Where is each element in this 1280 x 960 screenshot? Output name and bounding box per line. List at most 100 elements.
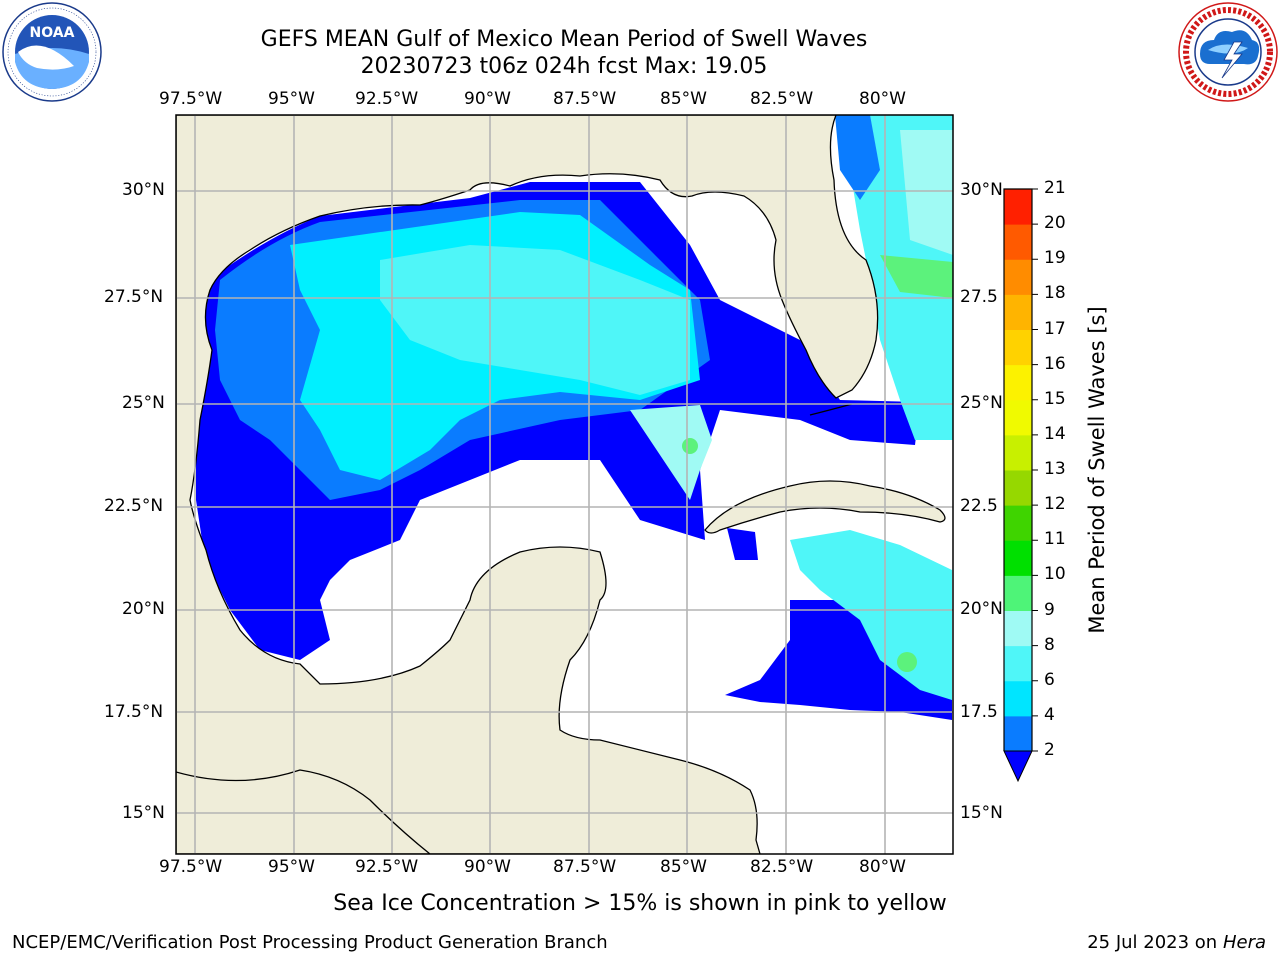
lon-label-bottom: 95°W [268,857,315,877]
colorbar-segment [1004,259,1032,295]
lon-label-top: 97.5°W [159,89,223,109]
colorbar-segment [1004,715,1032,752]
footer-host: Hera [1222,932,1266,953]
swell-field-pacific-orange [340,780,420,854]
colorbar [1003,188,1038,783]
lon-label-bottom: 87.5°W [553,857,617,877]
colorbar-segment [1004,399,1032,436]
colorbar-title: Mean Period of Swell Waves [s] [1085,306,1109,634]
swell-field-patch-9 [682,438,698,454]
chart-title: GEFS MEAN Gulf of Mexico Mean Period of … [260,27,868,52]
lat-label-right: 17.5 [960,702,998,722]
lat-label-left: 20°N [122,599,165,619]
colorbar-tick-label: 15 [1044,388,1066,409]
swell-field-atlantic-low [835,115,880,200]
land-masses [176,115,946,854]
colorbar-segment [1004,434,1032,471]
colorbar-segment [1004,645,1032,682]
chart-subtitle-date: 20230723 t06z 024h fcst Max: 19.05 [360,54,768,79]
lat-label-left: 15°N [122,803,165,823]
colorbar-segment [1004,224,1032,260]
swell-field-pacific [176,770,430,854]
colorbar-tick-label: 16 [1044,353,1066,374]
colorbar-tick-label: 2 [1044,740,1055,760]
swell-field-pacific-green [176,772,245,854]
swell-field-atlantic-light [900,130,953,255]
lon-label-top: 92.5°W [355,89,419,109]
colorbar-tick-label: 10 [1044,564,1066,585]
map-frame [175,114,954,855]
footer-date-text: 25 Jul 2023 on [1087,932,1223,953]
lon-label-bottom: 82.5°W [750,857,814,877]
noaa-logo-text: NOAA [30,25,75,41]
colorbar-tick-label: 21 [1044,178,1066,198]
lon-label-bottom: 92.5°W [355,857,419,877]
lat-label-left: 27.5°N [104,287,164,307]
colorbar-tick-label: 19 [1044,248,1066,269]
lat-label-left: 25°N [122,393,165,413]
colorbar-tick-label: 8 [1044,634,1055,655]
noaa-logo: NOAA [2,2,102,102]
sea-ice-note: Sea Ice Concentration > 15% is shown in … [333,891,947,916]
swell-field-band-4-6 [290,212,700,480]
swell-field-band-6-8 [380,245,690,395]
land-florida-keys [809,403,853,416]
colorbar-segment [1004,575,1032,611]
nws-logo [1178,2,1278,102]
colorbar-segment [1004,364,1032,401]
lon-label-top: 80°W [859,89,906,109]
colorbar-tick-label: 4 [1044,704,1055,725]
colorbar-tick-label: 17 [1044,318,1066,339]
swell-field-atlantic-green [880,255,953,298]
lon-label-bottom: 90°W [464,857,511,877]
lat-label-right: 22.5 [960,496,998,516]
colorbar-frame [1003,188,1033,751]
colorbar-segment [1004,505,1032,541]
colorbar-tick-label: 18 [1044,283,1066,304]
colorbar-segment [1004,470,1032,506]
colorbar-tick-label: 11 [1044,529,1066,550]
colorbar-segment [1004,540,1032,576]
lat-label-right: 15°N [960,803,1003,823]
lat-label-right: 27.5 [960,287,998,307]
colorbar-tick-label: 9 [1044,599,1055,620]
colorbar-tick-label: 12 [1044,494,1066,515]
swell-field-lowest [196,182,920,660]
footer-date: 25 Jul 2023 on Hera [1087,932,1266,953]
swell-field-atlantic [835,115,953,440]
lat-label-right: 30°N [960,180,1003,200]
land-cuba [704,480,946,534]
footer-producer: NCEP/EMC/Verification Post Processing Pr… [12,932,608,953]
swell-field-band-2-4 [215,200,710,500]
colorbar-tick-label: 14 [1044,423,1066,444]
colorbar-segment [1004,294,1032,330]
lon-label-top: 85°W [660,89,707,109]
colorbar-segment [1004,329,1032,366]
swell-field-caribbean-patch [897,652,917,672]
swell-field-loop-current [630,405,712,500]
swell-field-caribbean-low [725,580,952,720]
ocean-no-data [176,115,953,854]
lon-label-bottom: 80°W [859,857,906,877]
graticule [176,115,953,854]
colorbar-tick-label: 13 [1044,459,1066,479]
lon-label-top: 82.5°W [750,89,814,109]
lon-label-top: 87.5°W [553,89,617,109]
lon-label-bottom: 85°W [660,857,707,877]
lat-label-left: 17.5°N [104,702,164,722]
land-us-mexico [176,115,879,854]
colorbar-segment [1004,610,1032,647]
colorbar-segment [1004,189,1032,225]
lat-label-left: 30°N [122,180,165,200]
colorbar-tick-label: 20 [1044,213,1066,234]
swell-field-yucatan-channel [727,528,758,560]
colorbar-tick-label: 6 [1044,669,1055,690]
colorbar-segment [1004,680,1032,717]
lon-label-bottom: 97.5°W [159,857,223,877]
colorbar-extend-arrow [1003,750,1033,783]
swell-field-caribbean-mid [790,530,952,700]
lon-label-top: 90°W [464,89,511,109]
lat-label-right: 25°N [960,393,1003,413]
lat-label-left: 22.5°N [104,496,164,516]
lat-label-right: 20°N [960,599,1003,619]
